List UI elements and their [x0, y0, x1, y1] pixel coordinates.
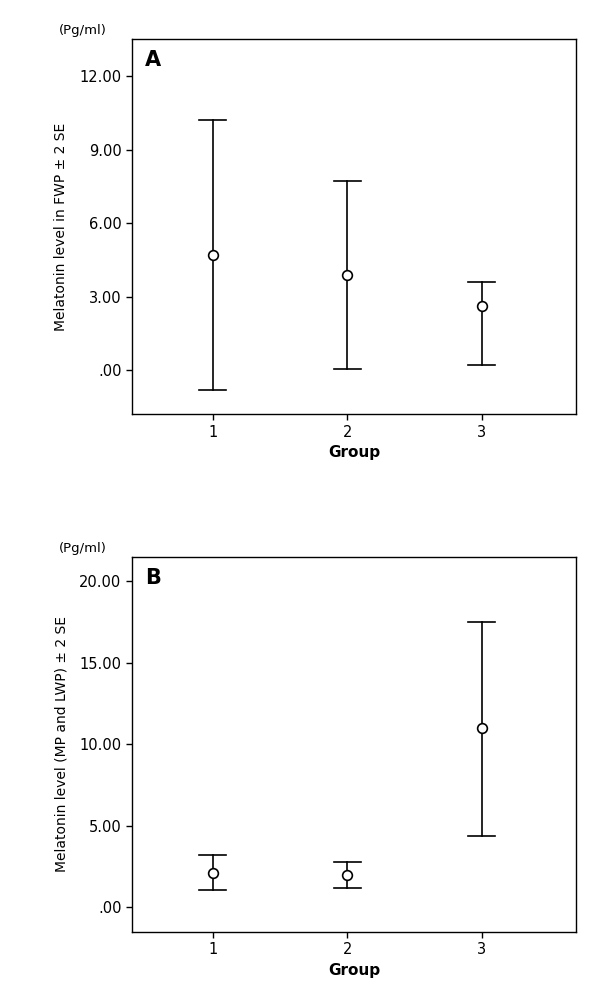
- Text: A: A: [145, 50, 161, 71]
- Y-axis label: Melatonin level (MP and LWP) ± 2 SE: Melatonin level (MP and LWP) ± 2 SE: [54, 616, 68, 872]
- Text: B: B: [145, 568, 161, 589]
- Text: (Pg/ml): (Pg/ml): [59, 542, 107, 555]
- X-axis label: Group: Group: [328, 963, 380, 978]
- X-axis label: Group: Group: [328, 445, 380, 460]
- Y-axis label: Melatonin level in FWP ± 2 SE: Melatonin level in FWP ± 2 SE: [55, 123, 68, 331]
- Text: (Pg/ml): (Pg/ml): [59, 25, 107, 37]
